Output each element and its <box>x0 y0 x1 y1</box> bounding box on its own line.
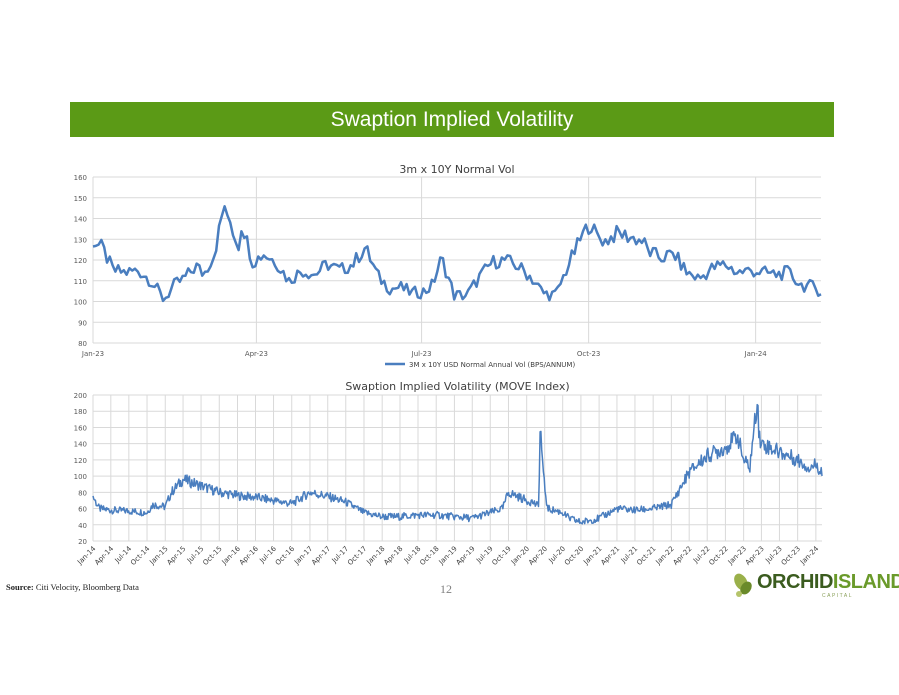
x-tick-label: Apr-16 <box>238 544 260 566</box>
x-tick-label: Oct-22 <box>708 545 730 567</box>
y-tick-label: 140 <box>74 216 87 224</box>
y-tick-label: 80 <box>78 340 87 348</box>
logo-subtitle: CAPITAL <box>822 593 853 599</box>
x-tick-label: Apr-21 <box>599 545 621 567</box>
x-tick-label: Jan-24 <box>744 350 768 358</box>
x-tick-label: Oct-23 <box>780 545 802 567</box>
x-tick-label: Oct-19 <box>491 545 513 567</box>
y-tick-label: 180 <box>74 408 87 416</box>
y-tick-label: 20 <box>78 538 87 546</box>
x-tick-label: Oct-23 <box>577 350 601 358</box>
x-tick-label: Apr-17 <box>310 545 332 567</box>
x-tick-label: Apr-19 <box>455 545 477 567</box>
y-tick-label: 160 <box>74 424 87 432</box>
logo-part2: ISLAND <box>832 571 899 593</box>
x-tick-label: Oct-18 <box>418 545 440 567</box>
y-tick-label: 160 <box>74 174 87 182</box>
x-tick-label: Jan-19 <box>437 545 459 567</box>
y-tick-label: 60 <box>78 506 87 514</box>
logo-part1: ORCHID <box>757 571 833 593</box>
x-tick-label: Oct-14 <box>129 544 152 567</box>
x-tick-label: Apr-22 <box>672 545 694 567</box>
y-tick-label: 140 <box>74 441 87 449</box>
orchid-leaf-icon <box>734 573 752 597</box>
x-tick-label: Jan-15 <box>148 545 170 567</box>
x-tick-label: Jan-23 <box>726 545 748 567</box>
x-tick-label: Jul-23 <box>411 350 432 358</box>
series-line <box>92 205 822 303</box>
chart-title: 3m x 10Y Normal Vol <box>399 163 514 176</box>
x-tick-label: Jan-23 <box>81 350 104 358</box>
chart-3m10y-normal-vol: 3m x 10Y Normal Vol 80 90 100 110 120 130 140 15… <box>74 163 822 369</box>
x-tick-label: Oct-17 <box>346 545 368 567</box>
source-label: Source: <box>6 582 34 592</box>
x-tick-label: Apr-23 <box>245 350 268 358</box>
series-line <box>92 403 823 525</box>
y-tick-label: 200 <box>74 392 87 400</box>
x-tick-label: Apr-20 <box>527 545 549 567</box>
y-tick-label: 100 <box>74 473 87 481</box>
y-tick-label: 120 <box>74 257 87 265</box>
y-tick-label: 80 <box>78 489 87 497</box>
y-tick-label: 100 <box>74 299 87 307</box>
x-tick-label: Oct-15 <box>201 545 223 567</box>
x-tick-label: Jan-20 <box>509 545 531 567</box>
y-tick-label: 150 <box>74 195 87 203</box>
x-tick-label: Apr-15 <box>165 545 187 567</box>
x-tick-label: Oct-16 <box>274 544 297 567</box>
page-title: Swaption Implied Volatility <box>330 108 574 131</box>
x-tick-label: Oct-20 <box>563 545 585 567</box>
x-tick-label: Apr-18 <box>382 545 404 567</box>
x-tick-label: Jan-24 <box>798 544 820 566</box>
x-tick-label: Oct-21 <box>635 545 657 567</box>
orchid-island-logo: ORCHIDISLAND CAPITAL <box>732 570 899 600</box>
x-tick-label: Jan-21 <box>581 545 603 567</box>
source-text: Citi Velocity, Bloomberg Data <box>35 582 139 592</box>
chart-move-index: Swaption Implied Volatility (MOVE Index)… <box>74 380 823 567</box>
logo-wordmark: ORCHIDISLAND <box>757 571 899 594</box>
chart-title: Swaption Implied Volatility (MOVE Index) <box>345 380 569 393</box>
x-tick-label: Jan-18 <box>365 545 387 567</box>
x-tick-label: Apr-14 <box>93 544 115 566</box>
x-tick-label: Jan-17 <box>292 545 314 567</box>
y-tick-label: 130 <box>74 236 87 244</box>
page-number: 12 <box>440 582 452 596</box>
source-note: Source: Citi Velocity, Bloomberg Data <box>6 582 139 592</box>
y-tick-label: 110 <box>74 278 87 286</box>
x-tick-label: Apr-23 <box>744 545 766 567</box>
legend-label: 3M x 10Y USD Normal Annual Vol (BPS/ANNU… <box>409 361 575 369</box>
y-tick-label: 120 <box>74 457 87 465</box>
page-title-banner: Swaption Implied Volatility <box>70 102 834 137</box>
y-tick-label: 90 <box>78 319 87 327</box>
x-tick-label: Jan-22 <box>654 545 676 567</box>
y-tick-label: 40 <box>78 522 87 530</box>
